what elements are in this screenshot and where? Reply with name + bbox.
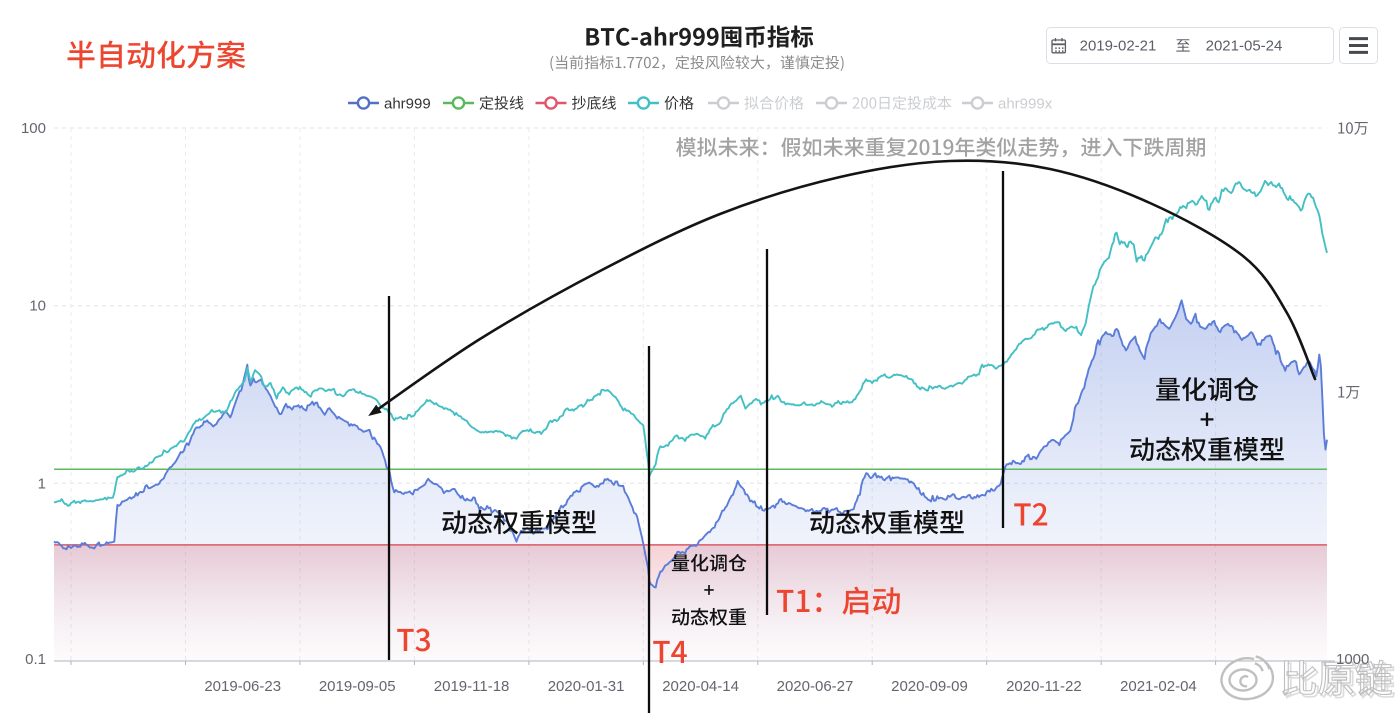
svg-text:ahr999: ahr999 — [384, 96, 431, 113]
svg-text:ahr999x: ahr999x — [998, 96, 1053, 113]
svg-text:2020-04-14: 2020-04-14 — [662, 678, 739, 695]
svg-text:2021-05-24: 2021-05-24 — [1206, 38, 1283, 55]
svg-text:2019-11-18: 2019-11-18 — [434, 678, 510, 695]
svg-text:1: 1 — [38, 475, 46, 492]
svg-text:10: 10 — [29, 298, 46, 315]
svg-text:0.1: 0.1 — [25, 651, 46, 668]
svg-text:2020-11-22: 2020-11-22 — [1006, 678, 1082, 695]
svg-text:2019-02-21: 2019-02-21 — [1080, 38, 1157, 55]
svg-text:100: 100 — [21, 120, 46, 137]
svg-text:2020-01-31: 2020-01-31 — [548, 678, 625, 695]
svg-text:2019-06-23: 2019-06-23 — [204, 678, 281, 695]
svg-text:2020-06-27: 2020-06-27 — [777, 678, 854, 695]
svg-text:2019-09-05: 2019-09-05 — [319, 678, 396, 695]
svg-text:2020-09-09: 2020-09-09 — [891, 678, 968, 695]
svg-text:2021-02-04: 2021-02-04 — [1120, 678, 1197, 695]
svg-text:1000: 1000 — [1336, 651, 1369, 668]
